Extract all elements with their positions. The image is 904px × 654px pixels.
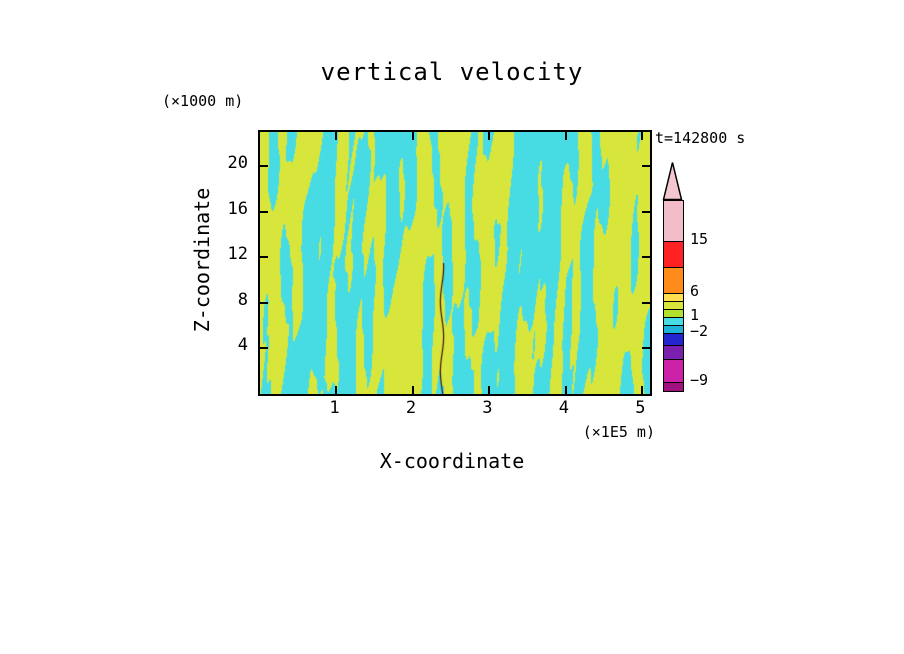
time-annotation: t=142800 s <box>655 129 746 147</box>
colorbar-segment <box>664 293 683 301</box>
y-tick-label: 20 <box>227 153 248 174</box>
axis-tick <box>411 386 414 394</box>
y-axis-unit-label: (×1000 m) <box>162 92 244 110</box>
colorbar-overflow-arrow-icon <box>662 161 683 205</box>
axis-tick <box>335 386 338 394</box>
axis-tick <box>260 165 268 168</box>
axis-tick <box>260 256 268 259</box>
colorbar-segment <box>664 345 683 359</box>
axis-tick <box>335 132 338 140</box>
colorbar-segment <box>664 317 683 325</box>
x-tick-label: 4 <box>558 398 569 418</box>
axis-tick <box>564 386 567 394</box>
colorbar-label: 1 <box>690 306 700 324</box>
colorbar-segment <box>664 267 683 293</box>
axis-tick <box>260 347 268 350</box>
y-tick-label: 12 <box>227 244 248 265</box>
x-tick-label: 3 <box>482 398 493 418</box>
contour-field-canvas <box>260 132 650 394</box>
axis-tick <box>642 301 650 304</box>
axis-tick <box>642 256 650 259</box>
x-tick-label: 1 <box>329 398 340 418</box>
plot-area <box>258 130 652 396</box>
axis-tick <box>641 132 644 140</box>
x-tick-label: 5 <box>635 398 646 418</box>
axis-tick <box>642 165 650 168</box>
axis-tick <box>260 210 268 213</box>
colorbar-segment <box>664 309 683 317</box>
y-tick-label: 4 <box>237 335 248 356</box>
axis-tick <box>641 386 644 394</box>
axis-tick <box>564 132 567 140</box>
y-tick-label: 16 <box>227 198 248 219</box>
chart-title: vertical velocity <box>320 58 584 86</box>
y-tick-label: 8 <box>237 289 248 310</box>
axis-tick <box>411 132 414 140</box>
colorbar <box>663 200 684 392</box>
colorbar-segment <box>664 382 683 391</box>
x-axis-title: X-coordinate <box>379 449 525 473</box>
axis-tick <box>488 386 491 394</box>
x-axis-unit-label: (×1E5 m) <box>582 423 655 441</box>
colorbar-segment <box>664 301 683 309</box>
colorbar-segment <box>664 241 683 267</box>
colorbar-label: −9 <box>690 371 709 389</box>
axis-tick <box>260 301 268 304</box>
colorbar-label: −2 <box>690 322 709 340</box>
colorbar-segment <box>664 359 683 382</box>
colorbar-label: 6 <box>690 282 700 300</box>
colorbar-segment <box>664 325 683 333</box>
axis-tick <box>642 347 650 350</box>
colorbar-segment <box>664 201 683 241</box>
colorbar-segment <box>664 333 683 345</box>
axis-tick <box>488 132 491 140</box>
x-tick-label: 2 <box>405 398 417 418</box>
colorbar-label: 15 <box>690 230 709 248</box>
axis-tick <box>642 210 650 213</box>
